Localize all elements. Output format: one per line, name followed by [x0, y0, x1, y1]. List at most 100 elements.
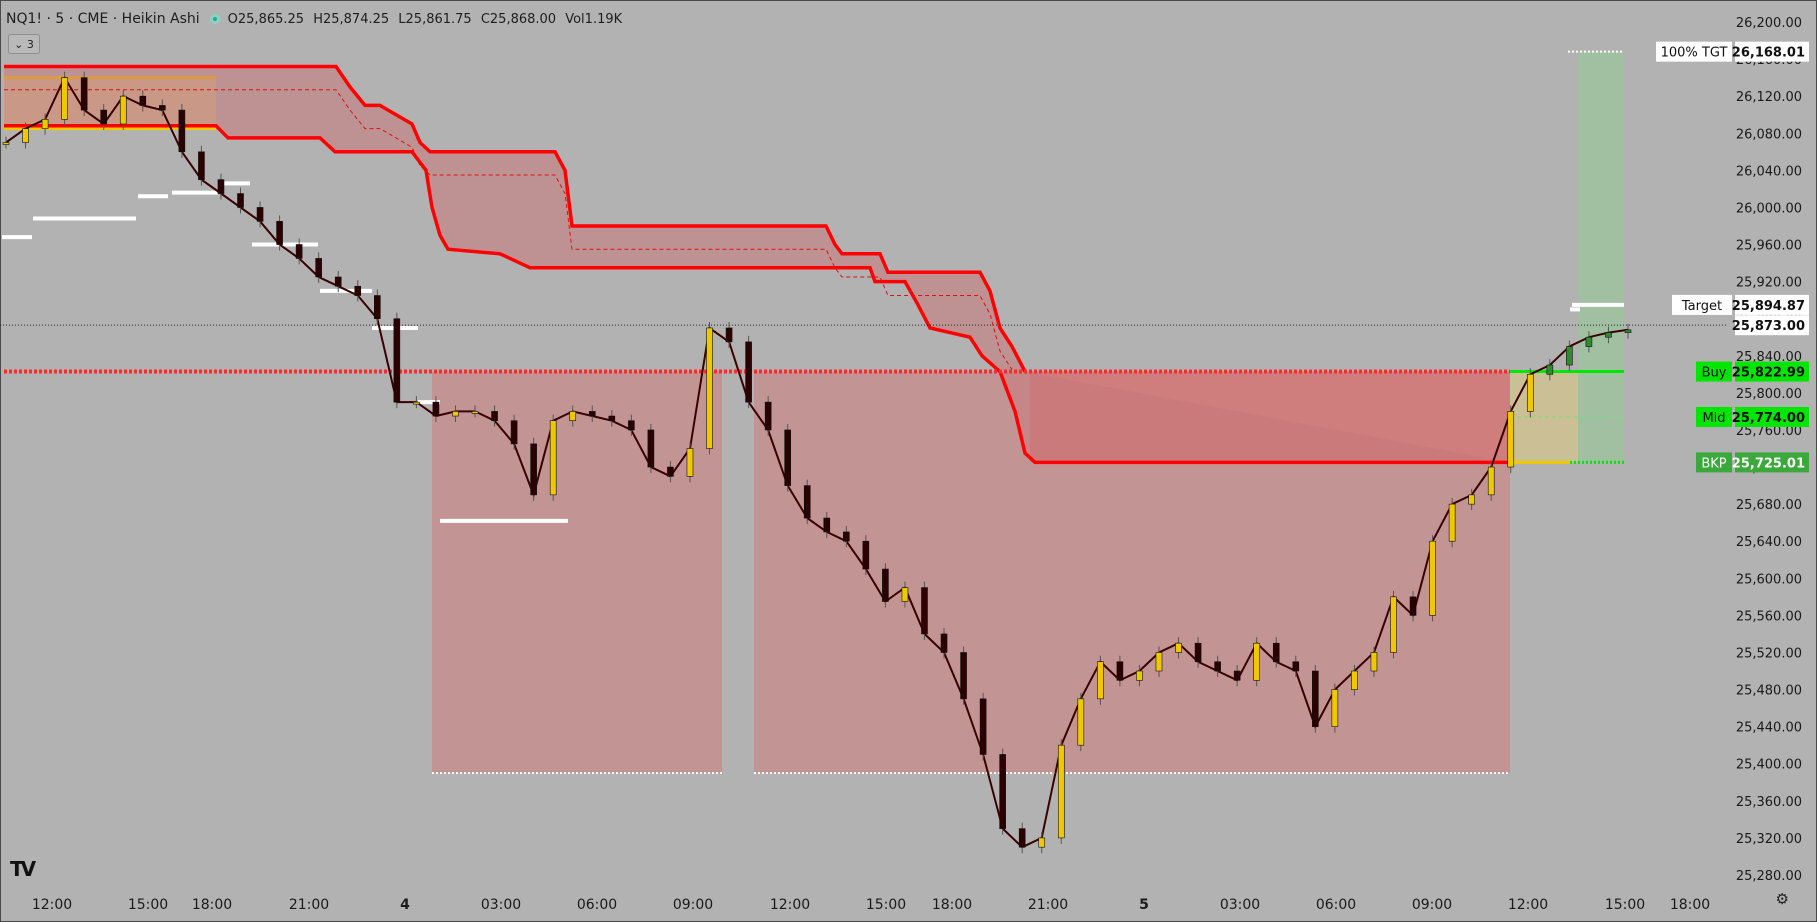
y-tick-label: 26,120.00: [1736, 90, 1802, 105]
gear-icon[interactable]: ⚙: [1775, 890, 1789, 908]
candle: [198, 151, 205, 180]
x-tick-label: 09:00: [1412, 897, 1452, 913]
x-tick-label: 15:00: [1605, 897, 1645, 913]
low-value: L25,861.75: [398, 11, 472, 27]
x-tick-label: 12:00: [1508, 897, 1548, 913]
candle: [1526, 374, 1534, 412]
candle: [217, 179, 225, 194]
candle: [706, 327, 713, 449]
candle: [334, 276, 342, 287]
candle: [432, 401, 440, 417]
y-tick-label: 25,360.00: [1736, 795, 1802, 810]
candle: [1566, 346, 1573, 366]
x-tick-label: 09:00: [673, 897, 713, 913]
candle: [686, 448, 694, 477]
candle: [823, 517, 831, 533]
candle: [647, 429, 655, 468]
candle: [159, 105, 166, 111]
candle: [1624, 329, 1632, 333]
y-tick-label: 25,840.00: [1736, 350, 1802, 365]
level-value-label: 26,168.01: [1732, 46, 1805, 61]
x-tick-label: 12:00: [770, 897, 810, 913]
candle: [1292, 661, 1300, 672]
symbol-label[interactable]: NQ1! · 5 · CME · Heikin Ashi: [6, 11, 200, 27]
x-tick-label: 4: [400, 897, 410, 913]
level-name-label: BKP: [1701, 456, 1726, 471]
candle: [1233, 670, 1241, 681]
target-box: [1578, 51, 1624, 463]
candle: [1331, 689, 1339, 727]
candle: [276, 221, 283, 245]
level-name-label: Target: [1681, 299, 1722, 314]
level-name-bg: [1656, 41, 1732, 62]
candle: [237, 193, 244, 208]
candle: [1312, 670, 1319, 727]
candle: [1468, 494, 1475, 505]
candle: [549, 420, 557, 496]
candle: [413, 401, 420, 405]
volume-value: Vol1.19K: [565, 11, 623, 27]
candle: [745, 341, 752, 403]
candle: [1038, 837, 1046, 848]
candle: [979, 698, 987, 755]
candle: [471, 411, 479, 414]
level-value-bg: [1735, 406, 1809, 427]
ohlc-readout: O25,865.25 H25,874.25 L25,861.75 C25,868…: [228, 12, 627, 27]
candle: [764, 401, 772, 431]
x-tick-label: 03:00: [481, 897, 521, 913]
level-name-label: Buy: [1702, 366, 1727, 381]
close-value: C25,868.00: [480, 11, 557, 27]
level-name-bg: [1696, 452, 1732, 473]
candle: [1448, 503, 1456, 542]
level-value-bg: [1735, 315, 1809, 336]
candle: [862, 540, 870, 570]
candle: [1429, 540, 1436, 616]
candle: [1253, 642, 1260, 681]
candle: [256, 207, 264, 222]
market-status-dot: [209, 14, 220, 24]
level-value-bg: [1735, 41, 1809, 62]
candle: [843, 531, 850, 542]
candle: [139, 95, 147, 106]
x-tick-label: 18:00: [192, 897, 232, 913]
candle: [1057, 744, 1065, 839]
chart-header: NQ1! · 5 · CME · Heikin Ashi O25,865.25 …: [6, 8, 627, 30]
level-value-label: 25,725.01: [1732, 456, 1805, 471]
y-tick-label: 25,920.00: [1736, 276, 1802, 291]
candle: [1136, 670, 1143, 681]
x-tick-label: 15:00: [866, 897, 906, 913]
candle: [608, 415, 616, 421]
candle: [41, 119, 49, 129]
candle: [80, 77, 88, 111]
y-tick-label: 25,400.00: [1736, 758, 1802, 773]
candle: [1018, 828, 1026, 848]
candle: [1155, 652, 1163, 672]
y-tick-label: 26,000.00: [1736, 201, 1802, 216]
x-tick-label: 12:00: [32, 897, 72, 913]
indicator-collapse-button[interactable]: ⌄ 3: [8, 34, 40, 54]
level-value-bg: [1735, 452, 1809, 473]
candle: [452, 411, 459, 417]
resistance-band-lower: [4, 124, 1510, 465]
demand-zone-1: [432, 371, 722, 774]
tradingview-logo: TV: [10, 857, 36, 881]
y-tick-label: 25,280.00: [1736, 869, 1802, 884]
candle: [999, 754, 1006, 829]
level-name-bg: [1672, 294, 1732, 315]
candle: [1409, 596, 1417, 616]
candle: [667, 466, 674, 477]
level-value-label: 25,873.00: [1732, 319, 1805, 334]
candle: [2, 142, 10, 145]
x-tick-label: 06:00: [577, 897, 617, 913]
level-value-label: 25,774.00: [1732, 411, 1805, 426]
candle: [100, 109, 108, 125]
y-tick-label: 25,760.00: [1736, 424, 1802, 439]
candle: [61, 77, 68, 120]
candle: [1390, 596, 1397, 653]
candle: [940, 633, 948, 653]
y-tick-label: 25,680.00: [1736, 498, 1802, 513]
x-tick-label: 21:00: [289, 897, 329, 913]
y-tick-label: 26,200.00: [1736, 16, 1802, 31]
candle: [784, 429, 791, 486]
